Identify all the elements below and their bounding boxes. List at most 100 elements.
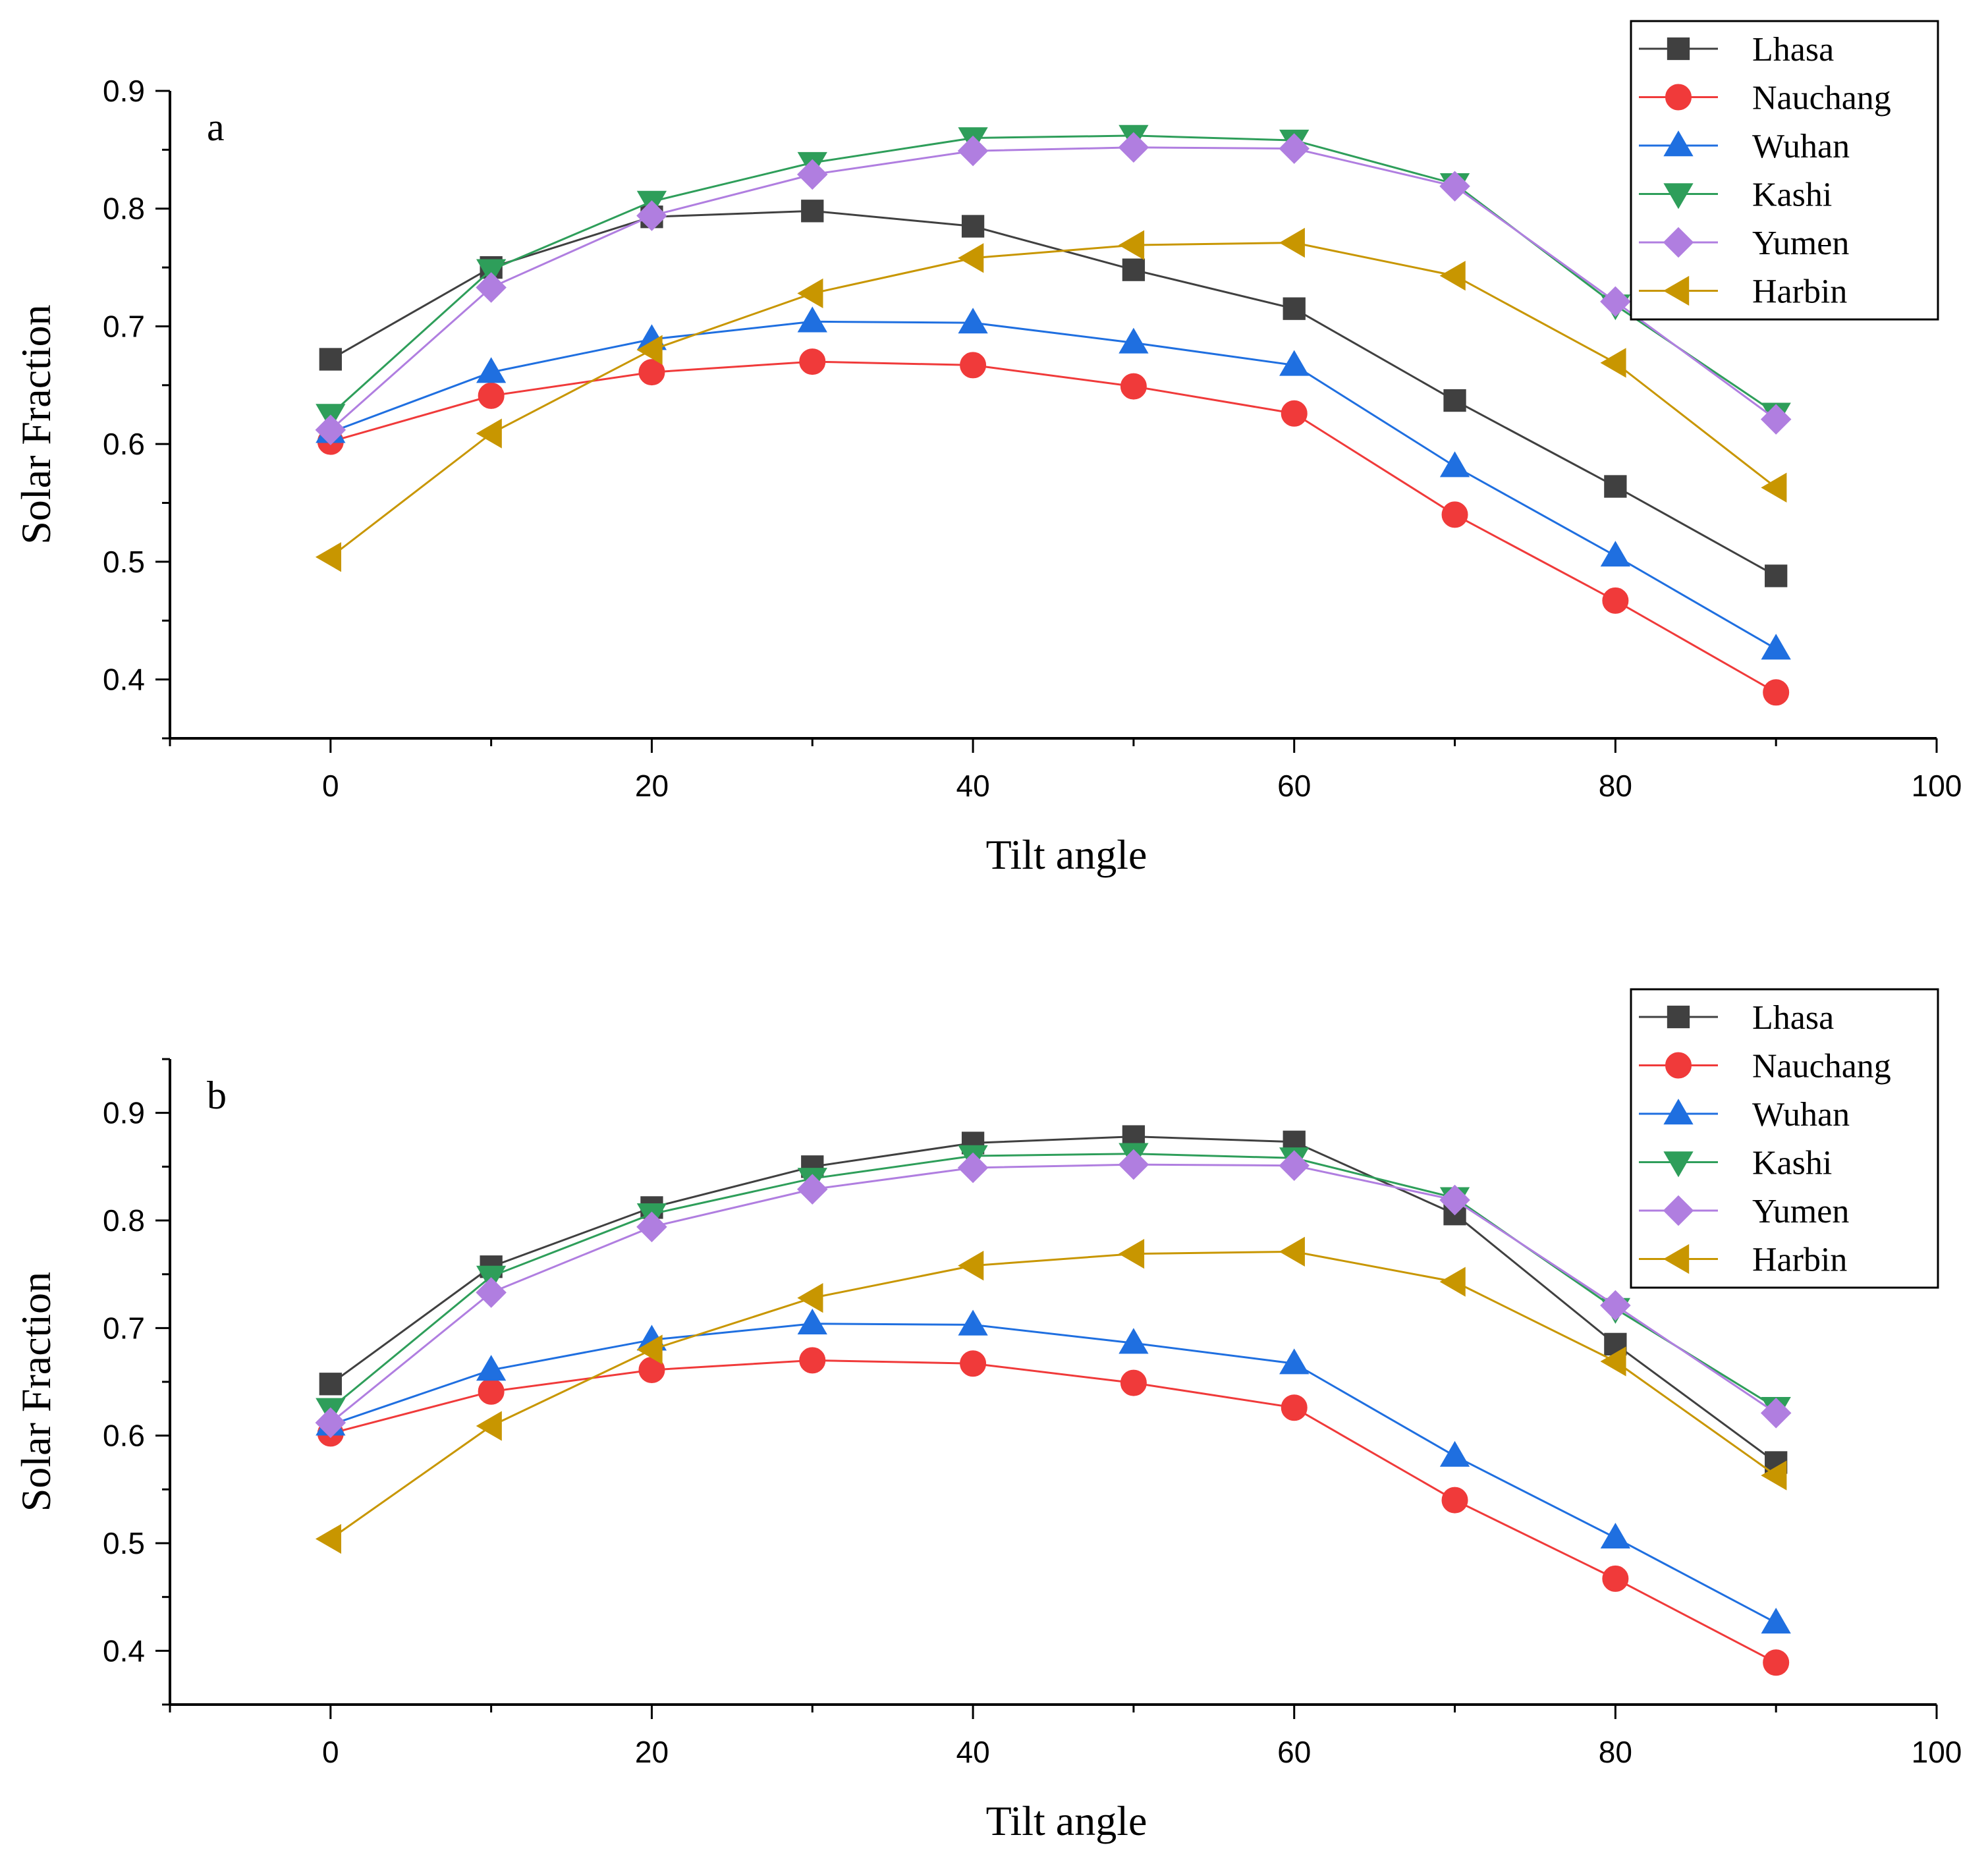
data-point <box>1441 1487 1468 1514</box>
data-point <box>1602 587 1629 614</box>
data-point <box>478 382 505 409</box>
legend-label: Kashi <box>1752 177 1832 214</box>
data-point <box>957 135 989 167</box>
legend-label: Harbin <box>1752 1242 1847 1279</box>
data-point <box>797 1308 827 1334</box>
series-line <box>329 1153 1777 1409</box>
series-line <box>329 1163 1777 1424</box>
data-point <box>636 335 663 365</box>
series-wuhan <box>316 306 1791 660</box>
x-tick-label: 80 <box>1599 769 1632 803</box>
data-point <box>476 1277 507 1308</box>
series-nauchang <box>317 1347 1790 1676</box>
y-tick-label: 0.4 <box>103 1633 145 1668</box>
legend-label: Lhasa <box>1752 31 1834 68</box>
series-harbin <box>315 227 1787 572</box>
y-tick-label: 0.7 <box>103 1311 145 1345</box>
data-point <box>960 352 987 379</box>
legend: Lhasa Nauchang Wuhan Kashi Yumen Harbin <box>1630 20 1939 321</box>
data-point <box>797 1282 823 1313</box>
legend-item-wuhan: Wuhan <box>1639 128 1850 165</box>
y-tick-label: 0.4 <box>103 663 145 697</box>
panel-a: 0.4 0.5 0.6 0.7 0.8 0.9 0 20 40 60 80 100 Tilt angle… <box>13 20 1962 878</box>
x-tick-label: 0 <box>322 769 339 803</box>
x-tick-label: 100 <box>1912 769 1962 803</box>
y-tick-label: 0.6 <box>103 1419 145 1453</box>
data-point <box>315 542 342 572</box>
legend-marker <box>1667 37 1690 61</box>
legend-box <box>1630 20 1939 321</box>
series-line <box>330 209 1777 577</box>
legend-marker <box>1665 1052 1692 1079</box>
data-point <box>638 359 665 386</box>
x-tick-label: 40 <box>956 769 990 803</box>
legend-marker <box>1663 130 1694 157</box>
legend-marker <box>1663 1151 1694 1178</box>
data-point <box>1118 1328 1149 1354</box>
legend-label: Yumen <box>1752 1193 1849 1230</box>
series-line <box>330 360 1777 694</box>
data-point <box>1120 373 1147 400</box>
data-point <box>957 1152 989 1184</box>
legend-marker <box>1663 1099 1694 1125</box>
x-tick-label: 100 <box>1912 1735 1962 1769</box>
data-point <box>1763 1649 1790 1676</box>
y-tick-label: 0.6 <box>103 427 145 461</box>
data-point <box>315 1523 342 1554</box>
legend-marker <box>1663 275 1690 306</box>
data-point <box>1281 1394 1308 1421</box>
data-point <box>960 1350 987 1377</box>
data-point <box>476 418 502 449</box>
legend-item-wuhan: Wuhan <box>1639 1096 1850 1134</box>
legend-item-yumen: Yumen <box>1639 225 1849 262</box>
data-point <box>1279 1150 1310 1181</box>
data-point <box>1439 1184 1470 1216</box>
series-line <box>329 242 1777 558</box>
data-point <box>1765 564 1788 588</box>
y-tick-label: 0.8 <box>103 192 145 226</box>
data-point <box>1118 1238 1145 1269</box>
data-point <box>1439 1267 1466 1297</box>
data-point <box>799 348 826 375</box>
series-line <box>330 1323 1777 1624</box>
data-point <box>1279 133 1310 164</box>
data-point <box>1763 679 1790 706</box>
data-point <box>315 414 346 445</box>
legend-label: Yumen <box>1752 225 1849 262</box>
data-point <box>636 1334 663 1365</box>
data-point <box>797 159 828 190</box>
data-point <box>958 1250 984 1281</box>
legend-item-lhasa: Lhasa <box>1639 31 1834 68</box>
legend-item-nauchang: Nauchang <box>1639 1048 1891 1085</box>
legend-label: Nauchang <box>1752 80 1891 117</box>
series-nauchang <box>317 348 1790 706</box>
panel-label: b <box>207 1074 227 1117</box>
legend-label: Kashi <box>1752 1145 1832 1182</box>
y-tick-label: 0.5 <box>103 545 145 579</box>
data-point <box>476 357 507 383</box>
data-point <box>1760 1398 1792 1429</box>
data-point <box>1600 541 1630 567</box>
data-point <box>1279 1236 1305 1267</box>
series-kashi <box>316 124 1791 430</box>
series-line <box>330 1359 1777 1664</box>
data-point <box>1118 1149 1149 1180</box>
legend-item-kashi: Kashi <box>1639 177 1832 214</box>
series-wuhan <box>316 1308 1791 1634</box>
data-point <box>1439 260 1466 291</box>
data-point <box>1281 400 1308 427</box>
series-lhasa <box>319 1125 1788 1474</box>
data-point <box>315 1407 346 1438</box>
data-point <box>958 1309 988 1336</box>
y-axis-title: Solar Fraction <box>13 1272 59 1512</box>
data-point <box>1761 1607 1791 1634</box>
series-line <box>329 146 1777 431</box>
data-point <box>1279 1348 1310 1375</box>
x-tick-label: 20 <box>635 1735 669 1769</box>
data-point <box>1761 634 1791 660</box>
legend-marker <box>1667 1005 1690 1029</box>
data-point <box>1122 258 1146 281</box>
data-point <box>1120 1369 1147 1396</box>
legend-item-lhasa: Lhasa <box>1639 999 1834 1037</box>
